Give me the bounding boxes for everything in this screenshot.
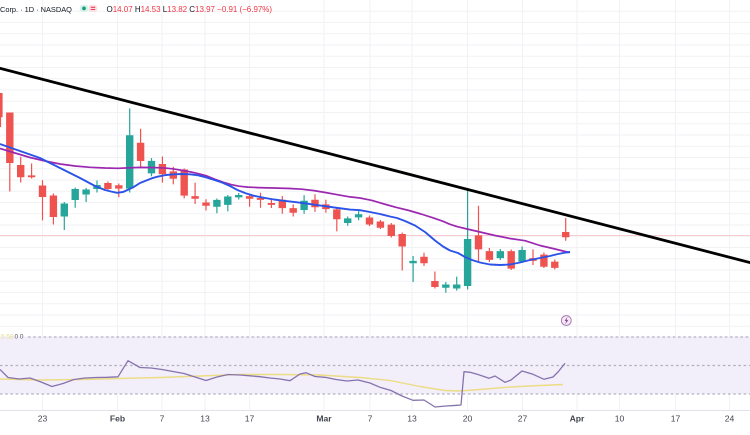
svg-text:24: 24 <box>725 414 735 424</box>
svg-text:17: 17 <box>671 414 681 424</box>
svg-text:0 0: 0 0 <box>15 334 24 341</box>
svg-text:27: 27 <box>518 414 528 424</box>
svg-text:Corp. · 1D · NASDAQ: Corp. · 1D · NASDAQ <box>0 5 72 14</box>
svg-text:10: 10 <box>615 414 625 424</box>
svg-text:Mar: Mar <box>316 414 332 424</box>
svg-text:7: 7 <box>368 414 373 424</box>
svg-text:20: 20 <box>463 414 473 424</box>
svg-text:Apr: Apr <box>570 414 585 424</box>
svg-text:Feb: Feb <box>110 414 125 424</box>
svg-text:23: 23 <box>38 414 48 424</box>
svg-text:7: 7 <box>160 414 165 424</box>
svg-text:13: 13 <box>407 414 417 424</box>
svg-text:13: 13 <box>200 414 210 424</box>
svg-text:17: 17 <box>245 414 255 424</box>
svg-text:5.58: 5.58 <box>1 334 14 341</box>
svg-text:O14.07 H14.53 L13.82 C13.97 −0: O14.07 H14.53 L13.82 C13.97 −0.91 (−6.97… <box>107 5 273 14</box>
